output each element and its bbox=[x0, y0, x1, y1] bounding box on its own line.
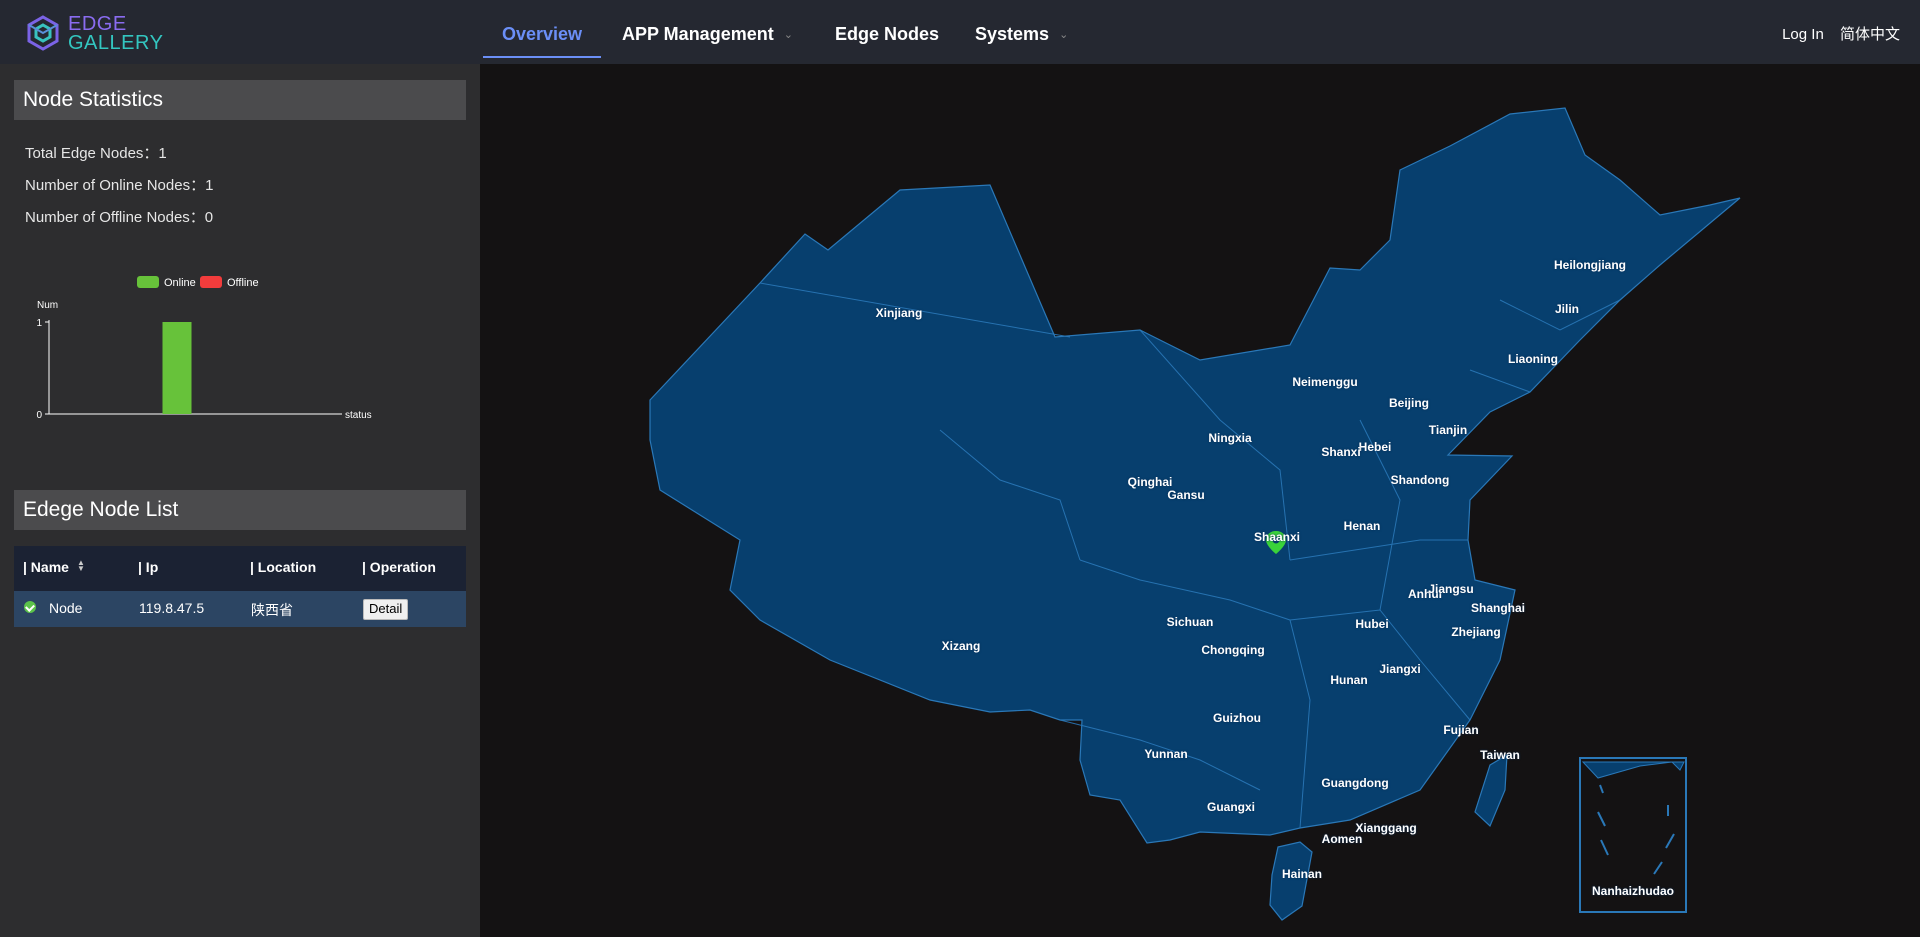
province-label: Jiangsu bbox=[1428, 582, 1474, 596]
col-operation-header: | Operation bbox=[362, 559, 436, 575]
node-list-title: Edege Node List bbox=[14, 490, 466, 530]
bar-online bbox=[162, 322, 192, 414]
province-label: Jiangxi bbox=[1379, 662, 1421, 676]
legend-label: Offline bbox=[227, 277, 259, 289]
nav-overview[interactable]: Overview bbox=[483, 0, 602, 58]
province-label: Shandong bbox=[1390, 473, 1450, 487]
nav-systems-label: Systems bbox=[975, 24, 1050, 44]
col-ip-header: | Ip bbox=[138, 559, 159, 575]
total-nodes-stat: Total Edge Nodes：1 bbox=[25, 145, 167, 162]
china-mainland-shape[interactable] bbox=[649, 107, 1741, 844]
legend-label: Online bbox=[164, 277, 196, 289]
detail-button[interactable]: Detail bbox=[363, 599, 409, 620]
login-link[interactable]: Log In bbox=[1782, 26, 1824, 43]
bar-chart-svg: Online Offline Num 0 1 status bbox=[36, 276, 372, 421]
province-label: Shanghai bbox=[1470, 601, 1526, 615]
province-label: Fujian bbox=[1443, 723, 1479, 737]
province-label: Nanhaizhudao bbox=[1591, 884, 1675, 898]
province-label: Beijing bbox=[1388, 396, 1430, 410]
province-label: Ningxia bbox=[1208, 431, 1252, 445]
province-label: Hebei bbox=[1358, 440, 1392, 454]
online-check-icon bbox=[24, 601, 36, 613]
table-header: | Name ▲ ▼ | Ip | Location | Operation bbox=[14, 546, 466, 591]
inset-island-dashes bbox=[1597, 784, 1675, 875]
province-label: Sichuan bbox=[1166, 615, 1214, 629]
col-location-header: | Location bbox=[250, 559, 317, 575]
province-label: Neimenggu bbox=[1292, 375, 1358, 389]
cube-logo-icon bbox=[27, 15, 59, 51]
logo-text-edge: EDGE bbox=[68, 13, 127, 35]
china-map[interactable]: Xinjiang Xizang Qinghai Gansu Ningxia Ne… bbox=[480, 64, 1920, 937]
province-label: Aomen bbox=[1321, 832, 1363, 846]
col-name-header[interactable]: | Name ▲ ▼ bbox=[23, 558, 85, 576]
nav-app-management[interactable]: APP Management ⌄ bbox=[622, 0, 793, 56]
y-tick-label: 1 bbox=[36, 318, 42, 329]
province-label: Guangxi bbox=[1206, 800, 1256, 814]
node-status-chart: Online Offline Num 0 1 status bbox=[0, 250, 480, 510]
province-borders bbox=[759, 282, 1621, 829]
province-label: Gansu bbox=[1167, 488, 1205, 502]
nav-systems[interactable]: Systems ⌄ bbox=[975, 0, 1068, 56]
province-label: Heilongjiang bbox=[1554, 258, 1626, 272]
online-nodes-stat: Number of Online Nodes：1 bbox=[25, 177, 214, 194]
y-tick-label: 0 bbox=[36, 410, 42, 421]
province-label: Anhui bbox=[1408, 587, 1442, 601]
node-statistics-title: Node Statistics bbox=[14, 80, 466, 120]
node-list-table: | Name ▲ ▼ | Ip | Location | Operation Nod… bbox=[14, 546, 466, 627]
sidebar: Node Statistics Total Edge Nodes：1 Numbe… bbox=[0, 64, 480, 937]
top-right-actions: Log In 简体中文 bbox=[1770, 0, 1900, 64]
province-label: Yunnan bbox=[1144, 747, 1188, 761]
province-label: Tianjin bbox=[1428, 423, 1468, 437]
x-axis-label: status bbox=[345, 410, 372, 421]
legend-swatch bbox=[137, 276, 159, 288]
province-label: Hainan bbox=[1281, 867, 1323, 881]
top-navbar: EDGE GALLERY Overview APP Management ⌄ Ed… bbox=[0, 0, 1920, 64]
logo-text-gallery: GALLERY bbox=[68, 32, 164, 54]
nav-app-management-label: APP Management bbox=[622, 24, 774, 44]
taiwan-shape[interactable] bbox=[1474, 753, 1508, 828]
province-label: Chongqing bbox=[1201, 643, 1265, 657]
chevron-down-icon: ⌄ bbox=[783, 29, 793, 41]
nav-edge-nodes[interactable]: Edge Nodes bbox=[835, 0, 939, 56]
province-label: Taiwan bbox=[1480, 748, 1520, 762]
language-switch[interactable]: 简体中文 bbox=[1839, 26, 1900, 43]
col-name-label: | Name bbox=[23, 559, 69, 575]
edgegallery-logo[interactable]: EDGE GALLERY bbox=[26, 13, 166, 53]
node-location-marker[interactable] bbox=[1266, 531, 1286, 554]
province-label: Henan bbox=[1343, 519, 1381, 533]
china-map-svg bbox=[649, 107, 1741, 921]
province-label: Xizang bbox=[941, 639, 981, 653]
hainan-shape[interactable] bbox=[1269, 841, 1313, 921]
province-label: Zhejiang bbox=[1451, 625, 1501, 639]
inset-coast-shape bbox=[1581, 761, 1685, 779]
y-axis-label: Num bbox=[37, 300, 58, 311]
province-label: Shaanxi bbox=[1253, 530, 1301, 544]
province-label: Jilin bbox=[1554, 302, 1580, 316]
legend-swatch bbox=[200, 276, 222, 288]
table-row: Node 119.8.47.5 陕西省 Detail bbox=[14, 591, 466, 627]
province-label: Qinghai bbox=[1127, 475, 1173, 489]
south-china-sea-inset bbox=[1579, 757, 1687, 913]
nav-overview-label: Overview bbox=[502, 24, 583, 44]
node-name-cell: Node bbox=[49, 600, 83, 616]
province-label: Xianggang bbox=[1355, 821, 1417, 835]
sort-icon[interactable]: ▲ ▼ bbox=[76, 558, 85, 573]
province-label: Guangdong bbox=[1321, 776, 1389, 790]
province-label: Liaoning bbox=[1508, 352, 1558, 366]
province-label: Hunan bbox=[1330, 673, 1368, 687]
province-label: Guizhou bbox=[1213, 711, 1261, 725]
province-label: Shanxi bbox=[1321, 445, 1361, 459]
province-label: Xinjiang bbox=[875, 306, 923, 320]
offline-nodes-stat: Number of Offline Nodes：0 bbox=[25, 209, 214, 226]
nav-edge-nodes-label: Edge Nodes bbox=[835, 24, 940, 44]
chevron-down-icon: ⌄ bbox=[1059, 29, 1069, 41]
province-label: Hubei bbox=[1355, 617, 1389, 631]
node-ip-cell: 119.8.47.5 bbox=[139, 600, 205, 616]
node-location-cell: 陕西省 bbox=[251, 602, 293, 618]
